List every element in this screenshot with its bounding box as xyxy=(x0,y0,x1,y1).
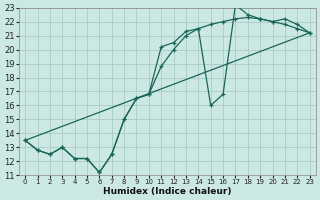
X-axis label: Humidex (Indice chaleur): Humidex (Indice chaleur) xyxy=(103,187,232,196)
